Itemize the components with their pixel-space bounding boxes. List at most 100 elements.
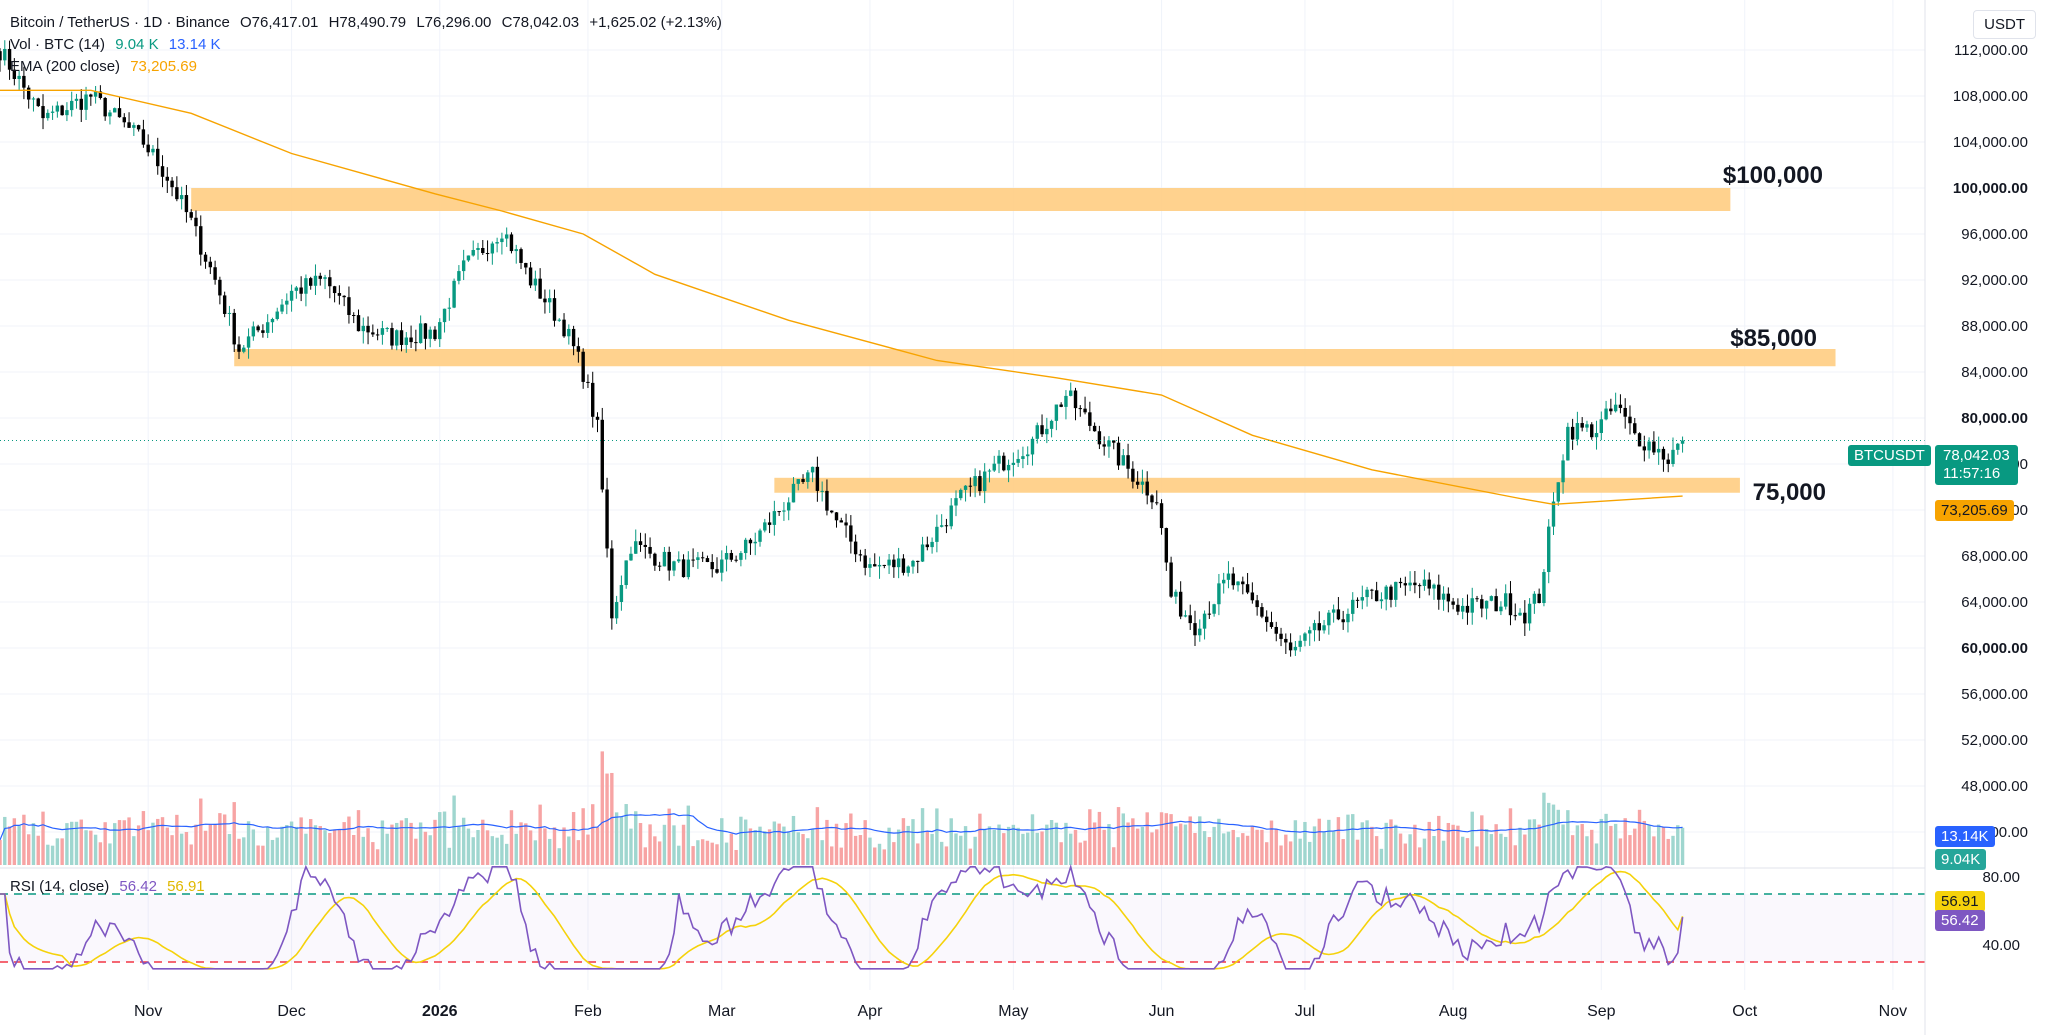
- candle-body: [1193, 623, 1197, 636]
- candlestick-series[interactable]: [0, 40, 1685, 657]
- volume-bar: [265, 827, 270, 865]
- volume-bar: [1183, 824, 1188, 865]
- volume-bar: [1580, 823, 1584, 865]
- volume-bar: [127, 817, 131, 865]
- volume-bar: [1656, 824, 1661, 865]
- volume-bar: [634, 811, 638, 865]
- volume-label[interactable]: Vol · BTC (14): [10, 36, 106, 53]
- volume-bar: [222, 814, 227, 865]
- candle-body: [1221, 579, 1226, 584]
- volume-bar: [414, 838, 418, 865]
- volume-bar: [662, 824, 667, 865]
- volume-bar: [1150, 832, 1154, 865]
- candle-body: [60, 105, 64, 116]
- candle-body: [830, 510, 834, 513]
- volume-bar: [868, 837, 872, 865]
- volume-bar: [17, 825, 21, 865]
- price-tick-label: 64,000.00: [1961, 594, 2028, 611]
- ema-legend: EMA (200 close) 73,205.69: [10, 58, 203, 75]
- symbol-tag: BTCUSDT: [1848, 445, 1931, 466]
- candle-body: [973, 476, 977, 487]
- candle-body: [280, 304, 284, 312]
- candle-body: [1680, 440, 1685, 444]
- volume-bar: [720, 818, 724, 865]
- volume-bar: [481, 819, 485, 865]
- candle-body: [1637, 433, 1642, 447]
- volume-bar: [237, 838, 241, 865]
- volume-bar: [715, 844, 719, 865]
- volume-bar: [858, 835, 863, 865]
- volume-bar: [686, 805, 691, 865]
- volume-bar: [1513, 845, 1517, 865]
- volume-bar: [710, 842, 714, 865]
- candle-body: [1489, 596, 1494, 601]
- candle-body: [1327, 612, 1331, 626]
- candle-body: [906, 566, 910, 573]
- volume-bar: [700, 839, 705, 865]
- volume-bar: [1255, 829, 1259, 865]
- volume-bar: [1575, 825, 1580, 865]
- candle-body: [399, 330, 404, 345]
- volume-bar: [1006, 826, 1011, 865]
- volume-bar: [1178, 823, 1183, 865]
- candle-body: [1594, 432, 1599, 438]
- volume-bar: [1417, 847, 1422, 865]
- volume-bar: [404, 818, 408, 865]
- symbol-title[interactable]: Bitcoin / TetherUS · 1D · Binance: [10, 14, 230, 31]
- volume-bar: [1666, 838, 1670, 865]
- volume-bar: [1092, 822, 1097, 865]
- candle-body: [1026, 454, 1030, 457]
- candle-body: [313, 275, 318, 286]
- volume-bar: [1011, 824, 1016, 865]
- time-tick-label: Jun: [1149, 1003, 1175, 1020]
- time-axis[interactable]: Nov Dec 2026 Feb Mar Apr May Jun Jul Aug Sep Oct Nov: [134, 1003, 1907, 1020]
- rsi-label[interactable]: RSI (14, close): [10, 878, 110, 895]
- volume-bar: [1585, 836, 1589, 865]
- candle-body: [347, 297, 351, 315]
- volume-bar: [132, 836, 136, 865]
- candle-body: [1642, 446, 1647, 451]
- candle-body: [844, 522, 848, 526]
- candle-body: [213, 267, 217, 280]
- currency-unit-button[interactable]: USDT: [1973, 10, 2036, 39]
- candle-body: [767, 522, 772, 525]
- candle-body: [390, 328, 394, 346]
- candle-body: [1336, 609, 1341, 620]
- candle-body: [863, 555, 867, 568]
- candle-body: [1226, 573, 1231, 580]
- volume-bar: [361, 836, 365, 865]
- candle-body: [1059, 404, 1063, 407]
- volume-bar: [1370, 826, 1374, 865]
- candle-body: [763, 522, 767, 531]
- volume-bar: [571, 812, 576, 865]
- volume-bar: [466, 828, 471, 865]
- volume-bar: [1676, 825, 1680, 865]
- candle-body: [806, 472, 810, 482]
- volume-bar: [323, 830, 327, 865]
- volume-bar: [146, 830, 150, 865]
- candle-body: [98, 91, 103, 99]
- ema-label[interactable]: EMA (200 close): [10, 58, 121, 75]
- volume-bar: [1456, 825, 1460, 865]
- volume-bar: [117, 820, 122, 865]
- volume-bar: [548, 838, 552, 865]
- volume-bar: [892, 842, 896, 865]
- candle-body: [12, 69, 17, 79]
- volume-bar: [103, 822, 107, 865]
- candle-body: [1092, 425, 1097, 432]
- volume-bar: [74, 821, 79, 865]
- volume-bar: [1188, 816, 1192, 865]
- candle-body: [93, 91, 98, 97]
- candle-body: [1480, 599, 1484, 609]
- zone-labels: $100,000 $85,000 75,000: [1723, 162, 1826, 506]
- volume-bar: [1250, 826, 1255, 865]
- volume-bar: [3, 816, 7, 865]
- candle-body: [705, 558, 710, 563]
- volume-bar: [1523, 834, 1527, 865]
- volume-bar: [89, 830, 93, 865]
- volume-bar: [1661, 827, 1666, 865]
- volume-bar: [705, 840, 710, 865]
- volume-bar: [1570, 835, 1575, 865]
- price-axis[interactable]: 112,000.00 108,000.00 104,000.00 100,000.00…: [1924, 0, 2028, 1035]
